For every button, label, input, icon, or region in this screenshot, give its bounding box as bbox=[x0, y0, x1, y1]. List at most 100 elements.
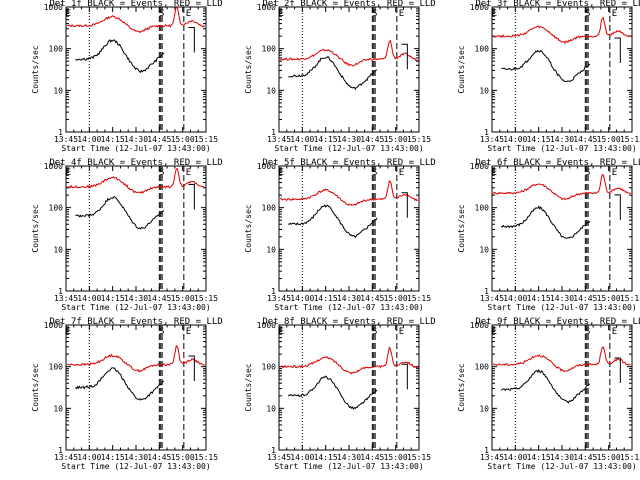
marker-letter: E bbox=[66, 168, 71, 178]
x-tick-label: 14:00 bbox=[77, 453, 101, 462]
lld-series-line bbox=[492, 173, 632, 201]
marker-letter: E bbox=[399, 168, 404, 178]
events-series-line bbox=[74, 367, 164, 401]
y-tick-label: 10 bbox=[266, 404, 276, 413]
x-tick-label: 15:00 bbox=[384, 453, 408, 462]
y-tick-label: 1 bbox=[484, 287, 489, 296]
y-tick-label: 100 bbox=[475, 45, 490, 54]
y-tick-label: 10 bbox=[479, 245, 489, 254]
panel-1: Det 1f BLACK = Events, RED = LLD 1 10 100 10… bbox=[31, 0, 223, 153]
marker-letter: E bbox=[492, 327, 497, 337]
marker-letter: E bbox=[66, 327, 71, 337]
x-tick-label: 13:45 bbox=[267, 294, 291, 303]
y-tick-label: 1000 bbox=[470, 162, 489, 171]
events-series-line bbox=[500, 368, 591, 404]
plot-frame bbox=[65, 324, 207, 451]
lld-series-line bbox=[492, 346, 631, 373]
y-tick-label: 1000 bbox=[257, 3, 276, 12]
x-tick-label: 13:45 bbox=[480, 135, 504, 144]
y-tick-label: 1 bbox=[271, 446, 276, 455]
y-tick-label: 10 bbox=[479, 86, 489, 95]
x-tick-label: 14:30 bbox=[550, 294, 574, 303]
x-tick-label: 14:00 bbox=[503, 453, 527, 462]
x-tick-label: 14:30 bbox=[337, 453, 361, 462]
y-tick-label: 1 bbox=[271, 287, 276, 296]
marker-letter: E bbox=[186, 327, 191, 337]
x-axis-label: Start Time (12-Jul-07 13:43:00) bbox=[61, 144, 210, 153]
x-tick-label: 14:15 bbox=[527, 135, 551, 144]
y-tick-label: 1000 bbox=[44, 162, 63, 171]
marker-letter: E bbox=[186, 168, 191, 178]
x-tick-label: 14:45 bbox=[360, 453, 384, 462]
y-axis-label: Counts/sec bbox=[457, 363, 466, 411]
y-axis-label: Counts/sec bbox=[244, 363, 253, 411]
events-series-segment bbox=[401, 43, 408, 70]
marker-letter: E bbox=[492, 9, 497, 19]
y-tick-label: 10 bbox=[479, 404, 489, 413]
y-axis-label: Counts/sec bbox=[31, 363, 40, 411]
plot-frame bbox=[278, 324, 420, 451]
events-series-line bbox=[75, 39, 165, 74]
y-tick-label: 10 bbox=[53, 245, 63, 254]
events-series-line bbox=[287, 375, 378, 411]
x-tick-label: 14:30 bbox=[124, 453, 148, 462]
y-axis-label: Counts/sec bbox=[244, 204, 253, 252]
events-series-line bbox=[288, 56, 378, 91]
x-tick-label: 15:00 bbox=[597, 453, 621, 462]
y-axis-label: Counts/sec bbox=[457, 45, 466, 93]
events-series-segment bbox=[614, 37, 621, 63]
x-tick-label: 15:00 bbox=[384, 294, 408, 303]
y-tick-label: 10 bbox=[53, 86, 63, 95]
events-series-line bbox=[288, 204, 378, 239]
x-axis-label: Start Time (12-Jul-07 13:43:00) bbox=[274, 462, 423, 471]
y-tick-label: 100 bbox=[475, 363, 490, 372]
x-tick-label: 15:00 bbox=[171, 135, 195, 144]
events-series-segment bbox=[188, 355, 195, 381]
x-axis-label: Start Time (12-Jul-07 13:43:00) bbox=[487, 144, 636, 153]
y-tick-label: 1 bbox=[58, 446, 63, 455]
y-tick-label: 1 bbox=[484, 128, 489, 137]
marker-letter: S bbox=[585, 327, 590, 337]
y-axis-label: Counts/sec bbox=[31, 45, 40, 93]
x-tick-label: 14:15 bbox=[314, 294, 338, 303]
marker-letter: S bbox=[372, 9, 377, 19]
marker-letter: S bbox=[585, 9, 590, 19]
x-tick-label: 15:15 bbox=[620, 135, 640, 144]
panel-title: Det 7f BLACK = Events, RED = LLD bbox=[49, 317, 222, 327]
y-tick-label: 1000 bbox=[470, 3, 489, 12]
events-series-segment bbox=[188, 183, 195, 210]
panel-8: Det 8f BLACK = Events, RED = LLD 1 10 100 10… bbox=[244, 317, 436, 471]
x-tick-label: 15:15 bbox=[194, 135, 218, 144]
events-series-line bbox=[501, 49, 591, 83]
plot-frame bbox=[278, 6, 420, 133]
x-tick-label: 14:30 bbox=[550, 453, 574, 462]
x-tick-label: 14:00 bbox=[503, 294, 527, 303]
events-series-line bbox=[500, 205, 591, 239]
marker-letter: E bbox=[612, 9, 617, 19]
lld-series-line bbox=[280, 346, 419, 375]
x-tick-label: 13:45 bbox=[54, 453, 78, 462]
marker-letter: E bbox=[279, 9, 284, 19]
x-tick-label: 14:45 bbox=[573, 294, 597, 303]
x-tick-label: 15:00 bbox=[171, 453, 195, 462]
events-series-segment bbox=[614, 194, 621, 220]
x-tick-label: 14:45 bbox=[147, 135, 171, 144]
lld-series-line bbox=[280, 180, 419, 206]
x-tick-label: 14:15 bbox=[527, 453, 551, 462]
y-tick-label: 100 bbox=[262, 363, 277, 372]
events-series-segment bbox=[401, 363, 408, 390]
x-tick-label: 13:45 bbox=[54, 135, 78, 144]
x-tick-label: 14:00 bbox=[290, 294, 314, 303]
marker-letter: S bbox=[585, 168, 590, 178]
marker-letter: E bbox=[612, 327, 617, 337]
y-tick-label: 1000 bbox=[257, 321, 276, 330]
events-series-segment bbox=[188, 27, 195, 53]
panel-6: Det 6f BLACK = Events, RED = LLD 1 10 100 10… bbox=[457, 158, 640, 312]
x-tick-label: 14:00 bbox=[290, 135, 314, 144]
x-tick-label: 14:15 bbox=[101, 135, 125, 144]
y-axis-label: Counts/sec bbox=[244, 45, 253, 93]
y-tick-label: 100 bbox=[475, 204, 490, 213]
marker-letter: E bbox=[492, 168, 497, 178]
lld-series-line bbox=[279, 39, 418, 67]
x-tick-label: 14:45 bbox=[360, 135, 384, 144]
